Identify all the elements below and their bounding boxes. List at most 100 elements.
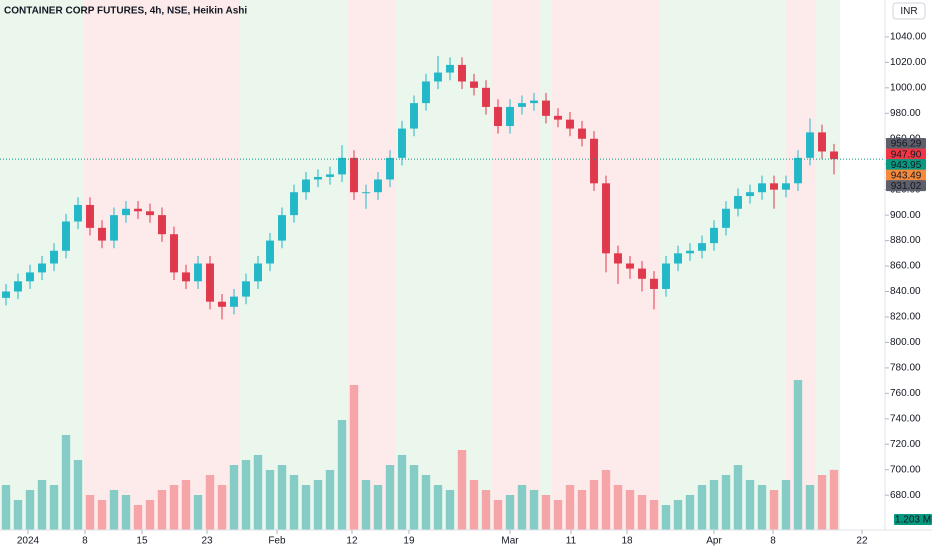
candle-body — [422, 81, 430, 104]
x-tick-label: 8 — [82, 536, 88, 547]
signal-band — [84, 0, 240, 530]
volume-bar — [817, 475, 827, 530]
candle-body — [434, 72, 442, 82]
y-tick-label: 680.00 — [890, 490, 921, 501]
candle-body — [26, 272, 34, 282]
y-tick-label: 740.00 — [890, 413, 921, 424]
candle-body — [134, 208, 142, 212]
volume-bar — [61, 435, 71, 530]
candle-body — [86, 204, 94, 228]
volume-bar — [457, 450, 467, 530]
volume-bar — [133, 505, 143, 530]
volume-bar — [745, 480, 755, 530]
candle-body — [794, 157, 802, 184]
volume-bar — [25, 490, 35, 530]
candle-body — [146, 211, 154, 216]
volume-bar — [589, 480, 599, 530]
volume-bar — [661, 505, 671, 530]
candle-body — [722, 208, 730, 228]
volume-bar — [805, 485, 815, 530]
volume-bar — [637, 495, 647, 530]
volume-bar — [541, 495, 551, 530]
volume-bar — [97, 500, 107, 530]
volume-bar — [733, 465, 743, 530]
volume-bar — [205, 475, 215, 530]
candle-body — [338, 157, 346, 175]
candle-body — [242, 281, 250, 297]
x-tick-label: 2024 — [17, 536, 40, 547]
y-tick-label: 860.00 — [890, 261, 921, 272]
candle-body — [494, 106, 502, 127]
candle-body — [290, 192, 298, 216]
volume-bar — [649, 500, 659, 530]
candle-body — [110, 215, 118, 241]
volume-bar — [721, 475, 731, 530]
currency-button[interactable] — [892, 2, 926, 20]
candle-body — [614, 253, 622, 264]
volume-bar — [361, 480, 371, 530]
candle-body — [182, 272, 190, 282]
x-tick-label: Feb — [268, 536, 286, 547]
volume-bar — [229, 465, 239, 530]
candle-body — [398, 128, 406, 158]
volume-bar — [241, 460, 251, 530]
candle-body — [326, 174, 334, 177]
candle-body — [662, 263, 670, 289]
y-tick-label: 820.00 — [890, 312, 921, 323]
volume-bar — [13, 500, 23, 530]
candle-body — [686, 250, 694, 254]
volume-bar — [445, 490, 455, 530]
y-tick-label: 900.00 — [890, 210, 921, 221]
y-tick-label: 1020.00 — [890, 57, 927, 68]
candle-body — [830, 151, 838, 160]
volume-bar — [517, 485, 527, 530]
price-label-box — [886, 180, 926, 192]
price-axis — [885, 0, 932, 550]
currency[interactable]: INR — [900, 6, 917, 17]
y-tick-label: 1040.00 — [890, 32, 927, 43]
volume-bar — [697, 485, 707, 530]
y-tick-label: 980.00 — [890, 108, 921, 119]
price-label: 943.49 — [891, 170, 922, 181]
candle-body — [578, 128, 586, 139]
candle-body — [698, 243, 706, 251]
volume-bar — [829, 469, 839, 530]
x-tick-label: 23 — [201, 536, 213, 547]
candle-body — [410, 103, 418, 129]
axes: 680.00 700.00 720.00 740.00 760.00 780.00 800.… — [17, 32, 932, 547]
volume-bar — [301, 485, 311, 530]
candle-body — [470, 81, 478, 88]
volume-bar — [685, 495, 695, 530]
volume-bar — [565, 485, 575, 530]
candle-body — [374, 179, 382, 193]
volume-bar — [109, 490, 119, 530]
candle-body — [542, 100, 550, 116]
volume-bar — [757, 485, 767, 530]
candle-body — [506, 106, 514, 127]
signal-band — [816, 0, 840, 530]
volume-bar — [253, 455, 263, 530]
volume-bar — [73, 460, 83, 530]
volume-bar — [193, 495, 203, 530]
price-label: 943.95 — [891, 160, 922, 171]
candle-body — [806, 132, 814, 158]
volume-bar — [505, 495, 515, 530]
price-label-box — [886, 159, 926, 171]
volume-bar — [181, 480, 191, 530]
volume-bar — [373, 485, 383, 530]
volume-bar — [409, 465, 419, 530]
volume-bar — [433, 485, 443, 530]
background-bands — [0, 0, 840, 530]
y-tick-label: 800.00 — [890, 337, 921, 348]
candle-body — [266, 240, 274, 264]
x-tick-label: 19 — [403, 536, 415, 547]
volume-bar — [37, 480, 47, 530]
candle-body — [38, 263, 46, 273]
signal-band — [660, 0, 786, 530]
candle-body — [602, 183, 610, 254]
volume-bar — [781, 480, 791, 530]
x-tick-label: Mar — [501, 536, 519, 547]
volume-bar — [289, 475, 299, 530]
volume-bar — [49, 485, 59, 530]
x-tick-label: 12 — [346, 536, 358, 547]
